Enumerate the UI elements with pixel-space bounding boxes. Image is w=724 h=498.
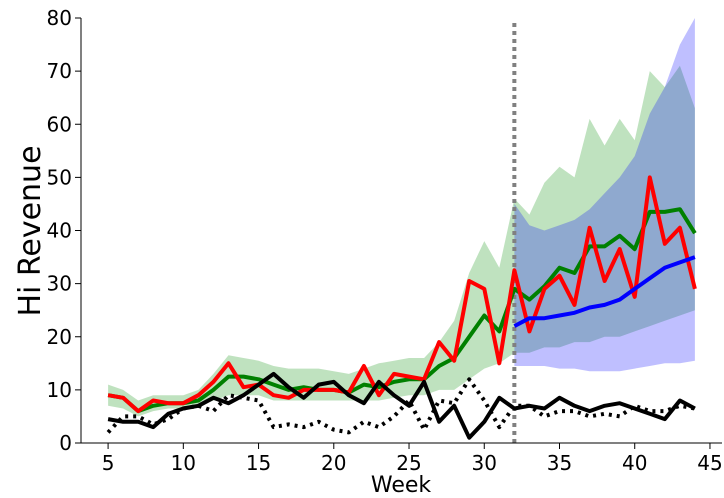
- y-tick-label: 0: [59, 431, 72, 455]
- confidence-bands: [108, 18, 695, 417]
- series-line-4: [106, 377, 696, 435]
- series-line-1: [107, 207, 697, 414]
- x-tick-label: 35: [547, 451, 572, 475]
- x-tick-label: 45: [697, 451, 722, 475]
- x-ticks: 5 10 15 20 25 30 35 40 45: [102, 443, 723, 475]
- band-2: [514, 18, 695, 372]
- y-ticks: 0 10 20 30 40 50 60 70 80: [47, 6, 81, 455]
- series-line-3: [513, 255, 696, 328]
- y-tick-label: 80: [47, 6, 72, 30]
- x-tick-label: 20: [321, 451, 346, 475]
- series-line-2: [107, 175, 697, 414]
- y-axis-label: Hi Revenue: [13, 145, 48, 316]
- y-tick-label: 30: [47, 272, 72, 296]
- x-tick-label: 15: [246, 451, 271, 475]
- x-tick-label: 40: [622, 451, 647, 475]
- series-layer: [106, 175, 697, 440]
- y-tick-label: 50: [47, 165, 72, 189]
- band-1: [108, 65, 695, 417]
- x-tick-label: 5: [102, 451, 115, 475]
- x-axis-label: Week: [371, 473, 432, 498]
- y-tick-label: 70: [47, 59, 72, 83]
- y-tick-label: 10: [47, 378, 72, 402]
- y-tick-label: 40: [47, 219, 72, 243]
- x-tick-label: 10: [171, 451, 196, 475]
- x-tick-label: 25: [396, 451, 421, 475]
- x-tick-label: 30: [472, 451, 497, 475]
- y-tick-label: 20: [47, 325, 72, 349]
- series-line-5: [107, 371, 696, 440]
- y-tick-label: 60: [47, 112, 72, 136]
